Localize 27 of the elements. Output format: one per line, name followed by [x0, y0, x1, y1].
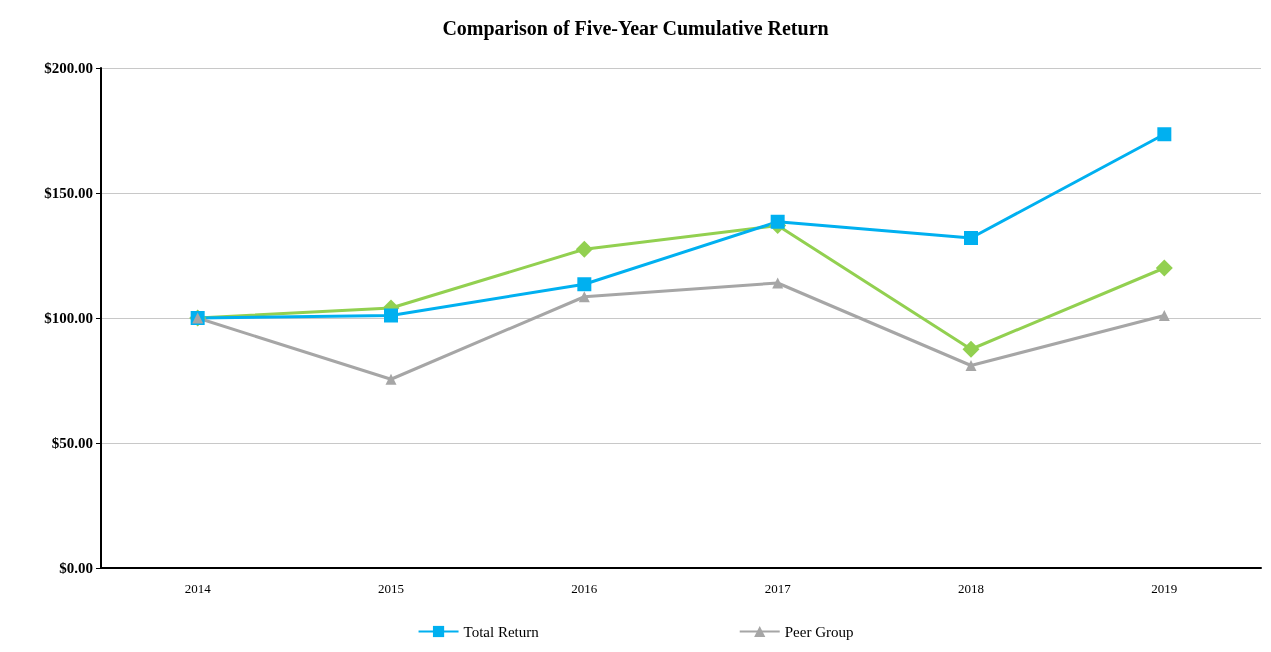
- legend-label: Peer Group: [784, 623, 854, 640]
- point: [772, 277, 784, 289]
- point: [384, 308, 398, 323]
- x-tick-label: 2017: [764, 581, 792, 596]
- y-tick-label: $100.00: [44, 310, 93, 326]
- chart-title: Comparison of Five-Year Cumulative Return: [442, 17, 829, 40]
- y-tick-label: $0.00: [59, 560, 93, 576]
- x-tick-label: 2016: [571, 581, 598, 596]
- point: [1155, 259, 1173, 277]
- point: [1158, 310, 1170, 321]
- legend-label: Total Return: [463, 623, 540, 640]
- x-tick-label: 2018: [958, 581, 984, 596]
- x-tick-label: 2015: [378, 581, 404, 596]
- point: [964, 231, 978, 245]
- y-tick-label: $50.00: [51, 435, 93, 451]
- point: [1157, 127, 1172, 142]
- point: [577, 277, 592, 292]
- x-tick-label: 2014: [184, 581, 212, 596]
- y-tick-label: $150.00: [44, 185, 93, 201]
- point: [770, 214, 785, 229]
- x-tick-label: 2019: [1151, 581, 1178, 596]
- point: [965, 360, 977, 371]
- point: [575, 240, 593, 258]
- point: [385, 373, 397, 385]
- point: [578, 291, 590, 303]
- y-tick-label: $200.00: [44, 60, 93, 76]
- point: [962, 340, 980, 358]
